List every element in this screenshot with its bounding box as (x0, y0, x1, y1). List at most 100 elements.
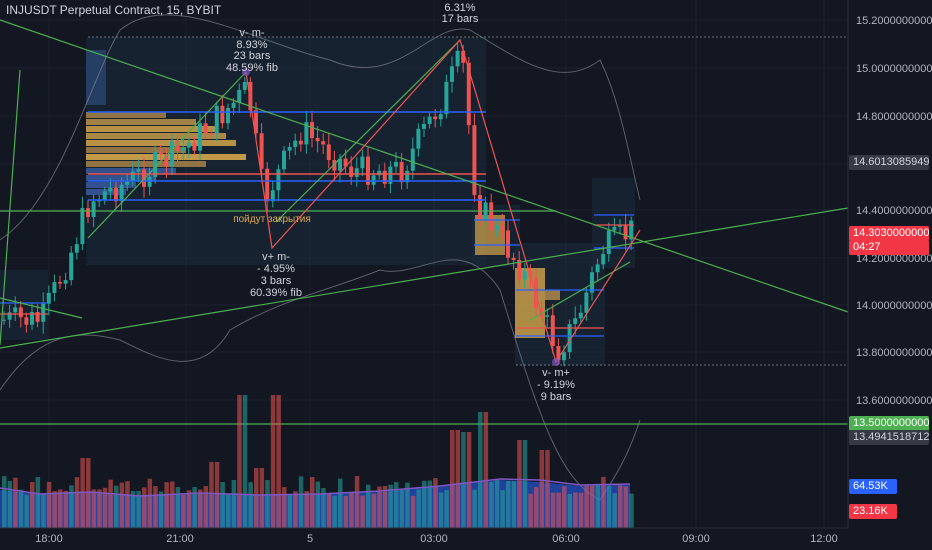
candle-body (41, 303, 46, 322)
price-axis-label: 14.4000000000 (856, 205, 932, 217)
candle-body (461, 50, 466, 63)
candle-body (562, 352, 566, 361)
volume-bar (52, 491, 57, 528)
volume-tag[interactable]: 23.16K (849, 504, 897, 519)
volume-bar (450, 430, 455, 528)
candle-body (242, 82, 247, 90)
time-scale[interactable]: 18:00 21:00 5 03:00 06:00 09:00 12:00 (35, 533, 838, 545)
volume-bar (360, 495, 365, 528)
volume-bar (293, 491, 298, 528)
candle-body (388, 166, 393, 184)
volume-bar (556, 492, 561, 528)
candle-body (326, 144, 331, 161)
volume-bar (2, 476, 7, 528)
trend-lines (0, 19, 849, 349)
volume-bar (623, 486, 629, 528)
volume-bar (259, 468, 265, 528)
current-price-tag[interactable]: 14.6013085949 (849, 155, 929, 170)
price-axis-label: 14.8000000000 (856, 111, 932, 123)
candle-body (13, 307, 18, 313)
candle-body (181, 147, 186, 151)
zz4-line3: 9 bars (541, 391, 572, 403)
candle-body (91, 201, 96, 217)
candle-body (226, 108, 230, 124)
candle-body (74, 244, 79, 253)
volume-ma-tag[interactable]: 64.53K (849, 479, 897, 494)
volume-bar (86, 458, 91, 528)
volume-bar (220, 481, 225, 528)
volume-bar (388, 484, 393, 528)
volume-bar (590, 485, 595, 528)
candle-body (606, 230, 611, 255)
level-green-tag[interactable]: 13.5000000000 (849, 416, 929, 431)
volume-bar (248, 482, 253, 528)
volume-bar (416, 489, 421, 528)
candle-body (108, 187, 113, 192)
volume-bar (528, 493, 533, 528)
candle-body (315, 137, 320, 142)
volume-bar (438, 492, 444, 528)
volume-bar (74, 477, 80, 528)
volume-bar (203, 486, 209, 528)
volume-bar (192, 486, 197, 528)
candle-body (170, 141, 174, 167)
candle-body (343, 158, 348, 167)
candle-body (545, 315, 550, 317)
volume-bar (444, 490, 449, 528)
volume-bar (18, 489, 24, 528)
volume-bar (142, 487, 147, 528)
time-axis-label: 18:00 (35, 533, 63, 545)
zz4-line2: - 9.19% (537, 379, 575, 391)
candle-body (119, 184, 124, 202)
volume-bar (102, 487, 108, 528)
volume-bar (461, 432, 466, 528)
volume-bar (494, 479, 500, 528)
volume-bar (371, 493, 377, 528)
volume-bar (63, 490, 69, 528)
volume-bar (125, 481, 130, 528)
volume-bar (276, 395, 281, 528)
zz4-line1: v- m+ (542, 367, 570, 379)
last-price-tag[interactable]: 14.3030000000 (849, 226, 929, 241)
volume-bar (466, 432, 472, 528)
volume-bar (394, 482, 399, 528)
level-gray-tag[interactable]: 13.4941518712 (849, 430, 929, 445)
price-axis-label: 13.8000000000 (856, 347, 932, 359)
price-scale[interactable]: 15.2000000000 15.0000000000 14.800000000… (856, 15, 932, 407)
volume-bar (606, 485, 612, 528)
volume-bar (517, 440, 522, 528)
candle-body (114, 187, 118, 202)
candle-body (310, 122, 314, 138)
time-axis-label: 03:00 (420, 533, 448, 545)
candle-body (63, 280, 68, 284)
volume-bar (114, 485, 119, 528)
volume-bar (108, 479, 113, 528)
candle-body (377, 170, 382, 176)
candle-body (276, 169, 281, 191)
volume-bar (270, 395, 276, 528)
volume-bar (298, 476, 304, 528)
volume-bar (265, 480, 270, 528)
candle-body (556, 346, 561, 361)
candle-body (7, 312, 12, 320)
volume-bar (550, 492, 556, 528)
volume-bar (91, 489, 97, 528)
volume-bar (422, 480, 427, 528)
volume-bar (455, 430, 461, 528)
candle-body (293, 140, 298, 147)
candle-body (578, 312, 583, 319)
candle-body (282, 150, 286, 170)
volume-bar (30, 482, 35, 528)
volume-bar (170, 481, 175, 528)
candle-body (125, 180, 130, 185)
candle-body (265, 168, 270, 202)
time-axis-label: 09:00 (682, 533, 710, 545)
candle-body (147, 176, 152, 187)
candle-body (590, 272, 594, 293)
candle-body (298, 140, 303, 145)
candle-body (511, 257, 516, 260)
candle-body (489, 202, 494, 231)
candle-body (18, 307, 23, 318)
candle-body (24, 317, 29, 325)
